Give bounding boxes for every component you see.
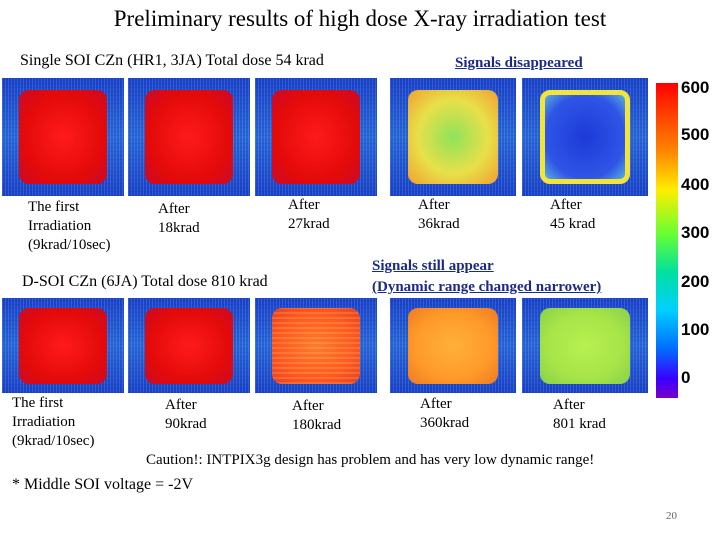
row1-image-2: [128, 78, 250, 196]
colorbar-tick: 100: [681, 320, 710, 339]
page-number: 20: [666, 510, 677, 522]
row2-label-3: After 180krad: [292, 398, 342, 433]
row1-image-4: [390, 78, 516, 196]
row2-label-4: After 360krad: [420, 396, 470, 431]
row2-image-2: [128, 298, 250, 393]
row1-label-3: After 27krad: [288, 197, 330, 232]
colorbar-tick: 0: [681, 368, 691, 387]
caution-text: Caution!: INTPIX3g design has problem an…: [146, 452, 595, 468]
colorbar: [656, 83, 678, 398]
row1-label-4: After 36krad: [418, 197, 460, 232]
row1-note: Signals disappeared: [455, 55, 583, 71]
row2-image-3: [255, 298, 377, 393]
row1-image-5: [522, 78, 648, 196]
row2-note-line1: Signals still appear: [372, 258, 494, 274]
row1-label-2: After 18krad: [158, 201, 200, 236]
colorbar-tick: 500: [681, 125, 710, 144]
slide-title: Preliminary results of high dose X-ray i…: [113, 6, 607, 31]
row1-image-3: [255, 78, 377, 196]
row1-label-1: The first Irradiation (9krad/10sec): [28, 199, 111, 253]
row2-label-5: After 801 krad: [553, 397, 606, 432]
row2-note-line2: (Dynamic range changed narrower): [372, 279, 602, 295]
colorbar-tick: 300: [681, 223, 710, 242]
row2-label-1: The first Irradiation (9krad/10sec): [12, 395, 95, 449]
row2-heading: D-SOI CZn (6JA) Total dose 810 krad: [22, 273, 268, 290]
colorbar-tick: 400: [681, 175, 710, 194]
row2-label-2: After 90krad: [165, 397, 207, 432]
row1-heading: Single SOI CZn (HR1, 3JA) Total dose 54 …: [20, 52, 324, 69]
colorbar-tick: 600: [681, 78, 710, 97]
footnote: * Middle SOI voltage = -2V: [12, 476, 193, 493]
row1-image-1: [2, 78, 124, 196]
row1-label-5: After 45 krad: [550, 197, 596, 232]
colorbar-tick: 200: [681, 272, 710, 291]
row2-image-1: [2, 298, 124, 393]
row2-image-5: [522, 298, 648, 393]
row2-image-4: [390, 298, 516, 393]
